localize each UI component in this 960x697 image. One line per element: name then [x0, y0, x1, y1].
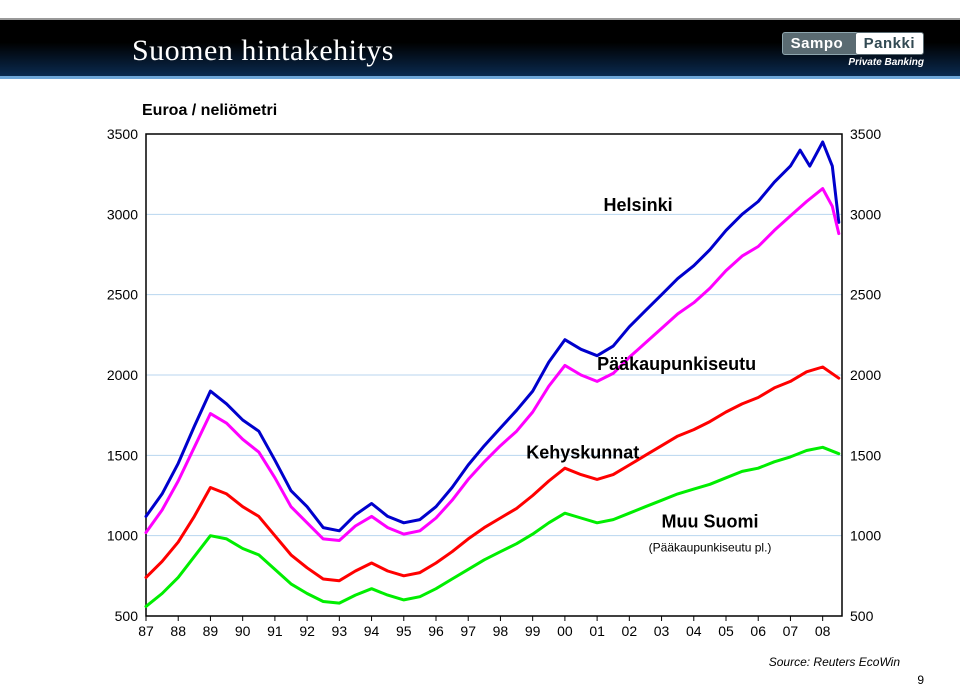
svg-text:07: 07: [783, 623, 799, 639]
svg-text:1000: 1000: [107, 528, 138, 544]
logo-subtitle: Private Banking: [782, 57, 924, 68]
svg-text:91: 91: [267, 623, 283, 639]
svg-text:05: 05: [718, 623, 734, 639]
svg-text:93: 93: [332, 623, 348, 639]
svg-text:3500: 3500: [107, 126, 138, 142]
svg-text:3000: 3000: [850, 206, 881, 222]
svg-text:06: 06: [750, 623, 766, 639]
svg-text:2000: 2000: [107, 367, 138, 383]
svg-text:96: 96: [428, 623, 444, 639]
svg-text:500: 500: [115, 608, 139, 624]
svg-text:04: 04: [686, 623, 702, 639]
svg-text:03: 03: [654, 623, 670, 639]
chart-subtitle: Euroa / neliömetri: [142, 102, 277, 120]
line-chart: 500 500 1000 1000 1500 1500 2000 2000 2500 2500 30…: [104, 126, 884, 646]
slide: Suomen hintakehitys Sampo Pankki Private…: [0, 0, 960, 697]
svg-text:02: 02: [622, 623, 638, 639]
svg-text:01: 01: [589, 623, 605, 639]
svg-text:95: 95: [396, 623, 412, 639]
svg-text:88: 88: [170, 623, 186, 639]
svg-text:1000: 1000: [850, 528, 881, 544]
svg-text:89: 89: [203, 623, 219, 639]
slide-title: Suomen hintakehitys: [132, 34, 394, 68]
page-number: 9: [917, 673, 924, 687]
svg-text:97: 97: [460, 623, 476, 639]
svg-text:90: 90: [235, 623, 251, 639]
svg-text:3500: 3500: [850, 126, 881, 142]
svg-text:87: 87: [138, 623, 154, 639]
svg-text:99: 99: [525, 623, 541, 639]
svg-text:2500: 2500: [107, 287, 138, 303]
logo: Sampo Pankki Private Banking: [782, 32, 924, 68]
svg-text:2000: 2000: [850, 367, 881, 383]
svg-text:2500: 2500: [850, 287, 881, 303]
logo-right: Pankki: [855, 32, 924, 55]
svg-text:500: 500: [850, 608, 874, 624]
svg-text:92: 92: [299, 623, 315, 639]
svg-text:94: 94: [364, 623, 380, 639]
svg-text:98: 98: [493, 623, 509, 639]
svg-text:Kehyskunnat: Kehyskunnat: [526, 443, 639, 463]
svg-text:Helsinki: Helsinki: [604, 195, 673, 215]
svg-text:08: 08: [815, 623, 831, 639]
svg-text:(Pääkaupunkiseutu pl.): (Pääkaupunkiseutu pl.): [649, 541, 772, 555]
svg-text:1500: 1500: [850, 447, 881, 463]
svg-text:00: 00: [557, 623, 573, 639]
title-bar: Suomen hintakehitys Sampo Pankki Private…: [0, 18, 960, 79]
chart-container: Euroa / neliömetri 500 500 1000 1000 1500 150…: [104, 102, 884, 642]
svg-text:1500: 1500: [107, 447, 138, 463]
source-label: Source: Reuters EcoWin: [769, 655, 900, 669]
svg-text:3000: 3000: [107, 206, 138, 222]
svg-text:Muu Suomi: Muu Suomi: [662, 512, 759, 532]
svg-text:Pääkaupunkiseutu: Pääkaupunkiseutu: [597, 354, 756, 374]
